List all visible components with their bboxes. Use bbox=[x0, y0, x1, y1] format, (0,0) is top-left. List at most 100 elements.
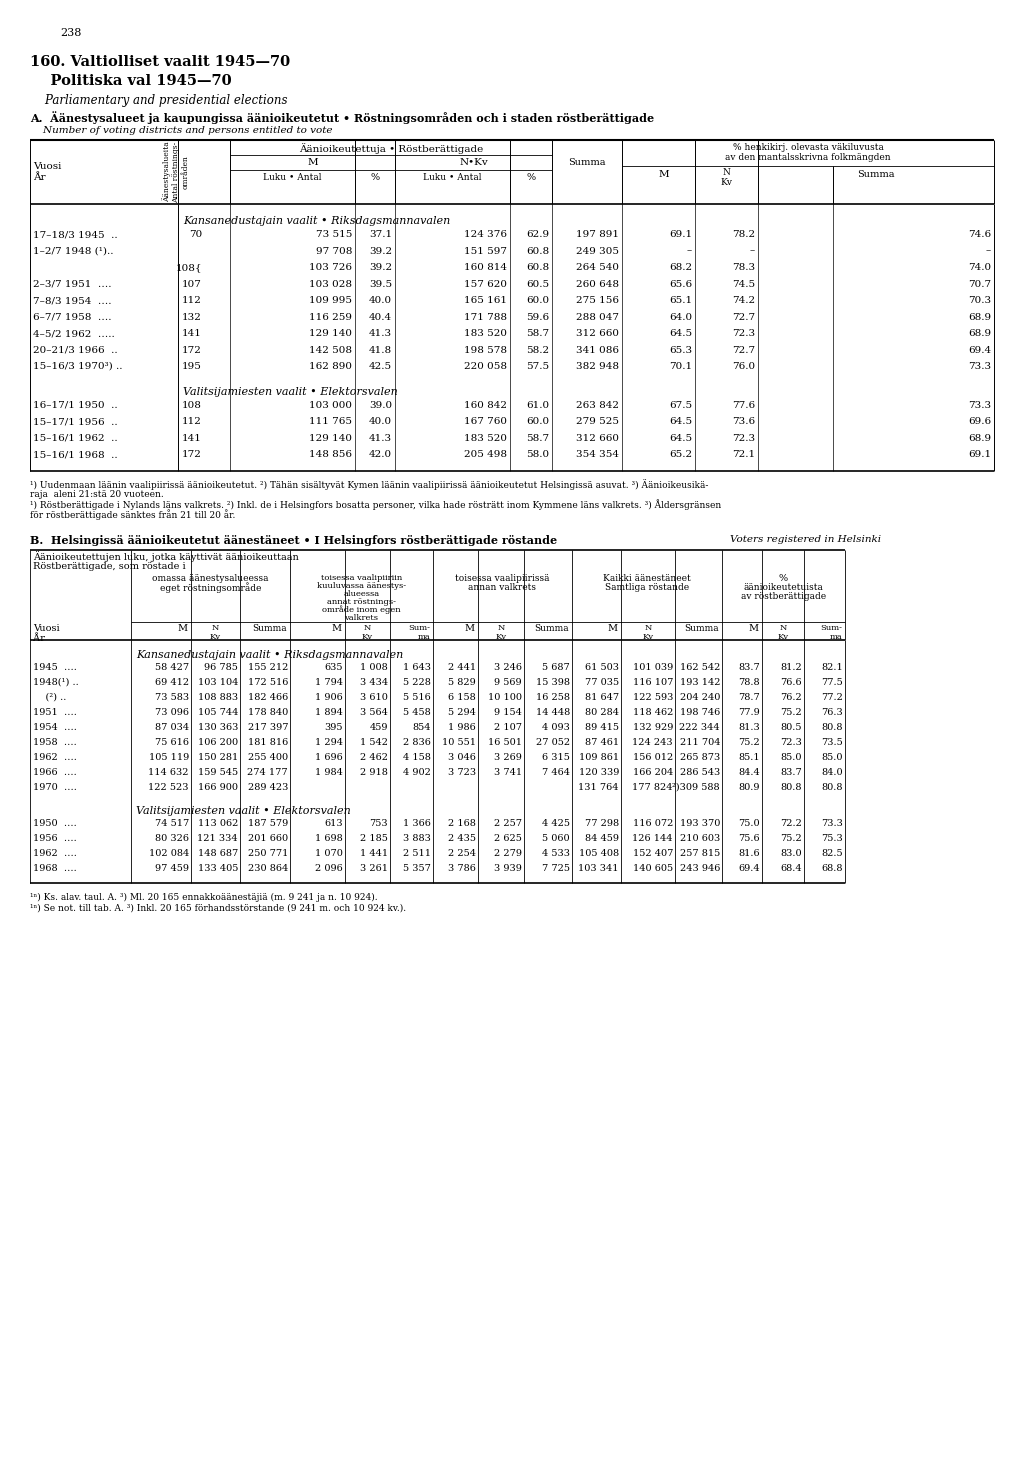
Text: 77.5: 77.5 bbox=[821, 678, 843, 687]
Text: 129 140: 129 140 bbox=[309, 329, 352, 338]
Text: 72.1: 72.1 bbox=[732, 450, 755, 458]
Text: 178 840: 178 840 bbox=[248, 708, 288, 716]
Text: 75 616: 75 616 bbox=[155, 737, 189, 746]
Text: 1954  ….: 1954 …. bbox=[33, 722, 77, 731]
Text: 2 168: 2 168 bbox=[449, 818, 476, 827]
Text: 73.3: 73.3 bbox=[821, 818, 843, 827]
Text: 81 647: 81 647 bbox=[585, 693, 618, 702]
Text: 40.4: 40.4 bbox=[369, 312, 392, 321]
Text: 15 398: 15 398 bbox=[536, 678, 570, 687]
Text: 1 542: 1 542 bbox=[360, 737, 388, 746]
Text: 77.9: 77.9 bbox=[738, 708, 760, 716]
Text: 150 281: 150 281 bbox=[198, 753, 238, 762]
Text: 68.9: 68.9 bbox=[968, 312, 991, 321]
Text: 75.0: 75.0 bbox=[738, 818, 760, 827]
Text: 40.0: 40.0 bbox=[369, 417, 392, 426]
Text: 155 212: 155 212 bbox=[248, 662, 288, 672]
Text: Vuosi
År: Vuosi År bbox=[33, 624, 59, 643]
Text: 7–8/3 1954  ….: 7–8/3 1954 …. bbox=[33, 296, 112, 305]
Text: 3 046: 3 046 bbox=[449, 753, 476, 762]
Text: –: – bbox=[687, 246, 692, 255]
Text: Äänioikeutettuja • Röstberättigade: Äänioikeutettuja • Röstberättigade bbox=[299, 143, 483, 153]
Text: 160 814: 160 814 bbox=[464, 262, 507, 273]
Text: 69 412: 69 412 bbox=[155, 678, 189, 687]
Text: 4 425: 4 425 bbox=[542, 818, 570, 827]
Text: 124 243: 124 243 bbox=[633, 737, 673, 746]
Text: M: M bbox=[307, 158, 317, 167]
Text: 78.7: 78.7 bbox=[738, 693, 760, 702]
Text: 96 785: 96 785 bbox=[204, 662, 238, 672]
Text: 198 578: 198 578 bbox=[464, 345, 507, 355]
Text: 130 363: 130 363 bbox=[198, 722, 238, 731]
Text: 39.0: 39.0 bbox=[369, 401, 392, 410]
Text: 265 873: 265 873 bbox=[680, 753, 720, 762]
Text: 74.6: 74.6 bbox=[968, 230, 991, 239]
Text: 1970  ….: 1970 …. bbox=[33, 783, 77, 792]
Text: 172: 172 bbox=[182, 345, 202, 355]
Text: 42.5: 42.5 bbox=[369, 363, 392, 371]
Text: 1951  ….: 1951 …. bbox=[33, 708, 77, 716]
Text: 42.0: 42.0 bbox=[369, 450, 392, 458]
Text: 2 254: 2 254 bbox=[449, 849, 476, 858]
Text: 217 397: 217 397 bbox=[248, 722, 288, 731]
Text: 5 228: 5 228 bbox=[403, 678, 431, 687]
Text: M: M bbox=[658, 170, 669, 178]
Text: 159 545: 159 545 bbox=[198, 768, 238, 777]
Text: Politiska val 1945—70: Politiska val 1945—70 bbox=[30, 74, 231, 88]
Text: 83.7: 83.7 bbox=[738, 662, 760, 672]
Text: 210 603: 210 603 bbox=[680, 833, 720, 843]
Text: Sum-
ma: Sum- ma bbox=[408, 624, 430, 641]
Text: 103 000: 103 000 bbox=[309, 401, 352, 410]
Text: %: % bbox=[526, 172, 536, 181]
Text: 5 458: 5 458 bbox=[403, 708, 431, 716]
Text: 77.6: 77.6 bbox=[732, 401, 755, 410]
Text: 230 864: 230 864 bbox=[248, 864, 288, 873]
Text: 2 279: 2 279 bbox=[494, 849, 522, 858]
Text: N
Kv: N Kv bbox=[721, 168, 732, 187]
Text: 3 883: 3 883 bbox=[403, 833, 431, 843]
Text: 5 516: 5 516 bbox=[403, 693, 431, 702]
Text: 109 995: 109 995 bbox=[309, 296, 352, 305]
Text: 84.4: 84.4 bbox=[738, 768, 760, 777]
Text: 60.5: 60.5 bbox=[526, 280, 549, 289]
Text: 14 448: 14 448 bbox=[536, 708, 570, 716]
Text: 2 836: 2 836 bbox=[403, 737, 431, 746]
Text: 165 161: 165 161 bbox=[464, 296, 507, 305]
Text: %: % bbox=[779, 573, 788, 582]
Text: 151 597: 151 597 bbox=[464, 246, 507, 255]
Text: 72.3: 72.3 bbox=[780, 737, 802, 746]
Text: Summa: Summa bbox=[535, 624, 569, 632]
Text: 10 551: 10 551 bbox=[442, 737, 476, 746]
Text: alueessa: alueessa bbox=[343, 590, 380, 597]
Text: 15–16/1 1962  ..: 15–16/1 1962 .. bbox=[33, 433, 118, 442]
Text: 77.2: 77.2 bbox=[821, 693, 843, 702]
Text: 222 344: 222 344 bbox=[679, 722, 720, 731]
Text: 2 435: 2 435 bbox=[449, 833, 476, 843]
Text: eget röstningsområde: eget röstningsområde bbox=[160, 582, 261, 593]
Text: ¹) Uudenmaan läänin vaalipiirissä äänioikeutetut. ²) Tähän sisältyvät Kymen lään: ¹) Uudenmaan läänin vaalipiirissä äänioi… bbox=[30, 479, 709, 491]
Text: 105 744: 105 744 bbox=[198, 708, 238, 716]
Text: 160. Valtiolliset vaalit 1945—70: 160. Valtiolliset vaalit 1945—70 bbox=[30, 55, 290, 69]
Text: 201 660: 201 660 bbox=[248, 833, 288, 843]
Text: 80.8: 80.8 bbox=[780, 783, 802, 792]
Text: 193 370: 193 370 bbox=[680, 818, 720, 827]
Text: 753: 753 bbox=[370, 818, 388, 827]
Text: Vuosi: Vuosi bbox=[33, 162, 61, 171]
Text: 141: 141 bbox=[182, 329, 202, 338]
Text: 2–3/7 1951  ….: 2–3/7 1951 …. bbox=[33, 280, 112, 289]
Text: 1950  ….: 1950 …. bbox=[33, 818, 77, 827]
Text: 114 632: 114 632 bbox=[148, 768, 189, 777]
Text: 73.6: 73.6 bbox=[732, 417, 755, 426]
Text: 78.3: 78.3 bbox=[732, 262, 755, 273]
Text: 4 158: 4 158 bbox=[403, 753, 431, 762]
Text: (²) ..: (²) .. bbox=[33, 693, 67, 702]
Text: 6 315: 6 315 bbox=[542, 753, 570, 762]
Text: 182 466: 182 466 bbox=[248, 693, 288, 702]
Text: 5 829: 5 829 bbox=[449, 678, 476, 687]
Text: 220 058: 220 058 bbox=[464, 363, 507, 371]
Text: –: – bbox=[986, 246, 991, 255]
Text: 9 154: 9 154 bbox=[495, 708, 522, 716]
Text: 64.5: 64.5 bbox=[669, 329, 692, 338]
Text: Röstberättigade, som röstade i: Röstberättigade, som röstade i bbox=[33, 562, 185, 570]
Text: valkrets: valkrets bbox=[344, 613, 379, 622]
